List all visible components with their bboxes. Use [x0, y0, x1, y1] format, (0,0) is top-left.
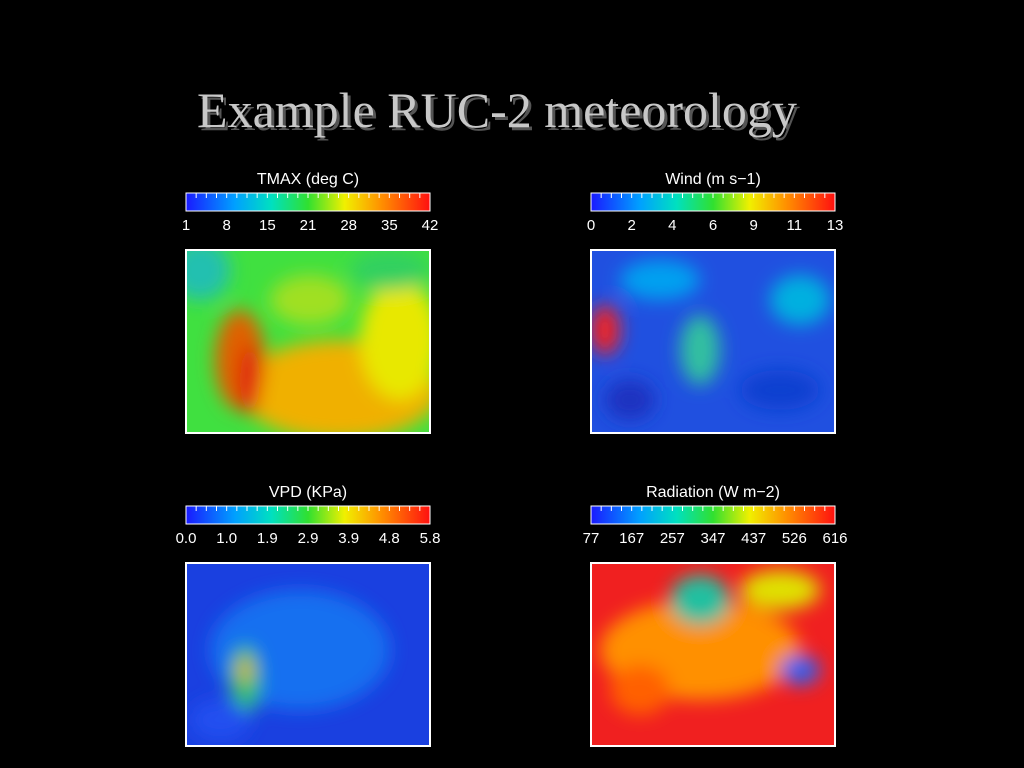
colorbar-label: 5.8: [420, 530, 441, 547]
slide-title: Example RUC-2 meteorology: [197, 82, 797, 138]
panel-title: TMAX (deg C): [257, 171, 359, 188]
colorbar-label: 0.0: [176, 530, 197, 547]
map-vpd: [186, 563, 430, 746]
colorbar-label: 9: [749, 217, 757, 234]
colorbar-label: 1.0: [216, 530, 237, 547]
colorbar-label: 257: [660, 530, 685, 547]
colorbar-label: 437: [741, 530, 766, 547]
colorbar-label: 28: [340, 217, 357, 234]
map-radiation: [591, 563, 835, 746]
colorbar-label: 616: [822, 530, 847, 547]
colorbar-label: 35: [381, 217, 398, 234]
colorbar-label: 347: [700, 530, 725, 547]
map-frames: [185, 249, 836, 747]
colorbar-label: 42: [422, 217, 439, 234]
colorbar-label: 167: [619, 530, 644, 547]
colorbar-label: 11: [787, 217, 803, 234]
colorbar-label: 21: [300, 217, 317, 234]
colorbar-label: 15: [259, 217, 276, 234]
map-wind: [591, 250, 835, 433]
colorbar-label: 8: [222, 217, 230, 234]
colorbar-label: 1: [182, 217, 190, 234]
panel-title: Radiation (W m−2): [646, 484, 780, 501]
panel-title: Wind (m s−1): [665, 171, 761, 188]
colorbar-label: 2.9: [298, 530, 319, 547]
colorbar-label: 526: [782, 530, 807, 547]
map-tmax: [186, 250, 430, 433]
colorbar-label: 13: [827, 217, 844, 234]
colorbar-label: 6: [709, 217, 717, 234]
title-shadow: Example RUC-2 meteorology: [200, 85, 800, 141]
colorbar-label: 4: [668, 217, 676, 234]
colorbar-label: 1.9: [257, 530, 278, 547]
colorbar-label: 0: [587, 217, 595, 234]
colorbar-label: 2: [627, 217, 635, 234]
colorbar-label: 3.9: [338, 530, 359, 547]
panel-title: VPD (KPa): [269, 484, 347, 501]
colorbar-label: 77: [583, 530, 600, 547]
colorbar-label: 4.8: [379, 530, 400, 547]
